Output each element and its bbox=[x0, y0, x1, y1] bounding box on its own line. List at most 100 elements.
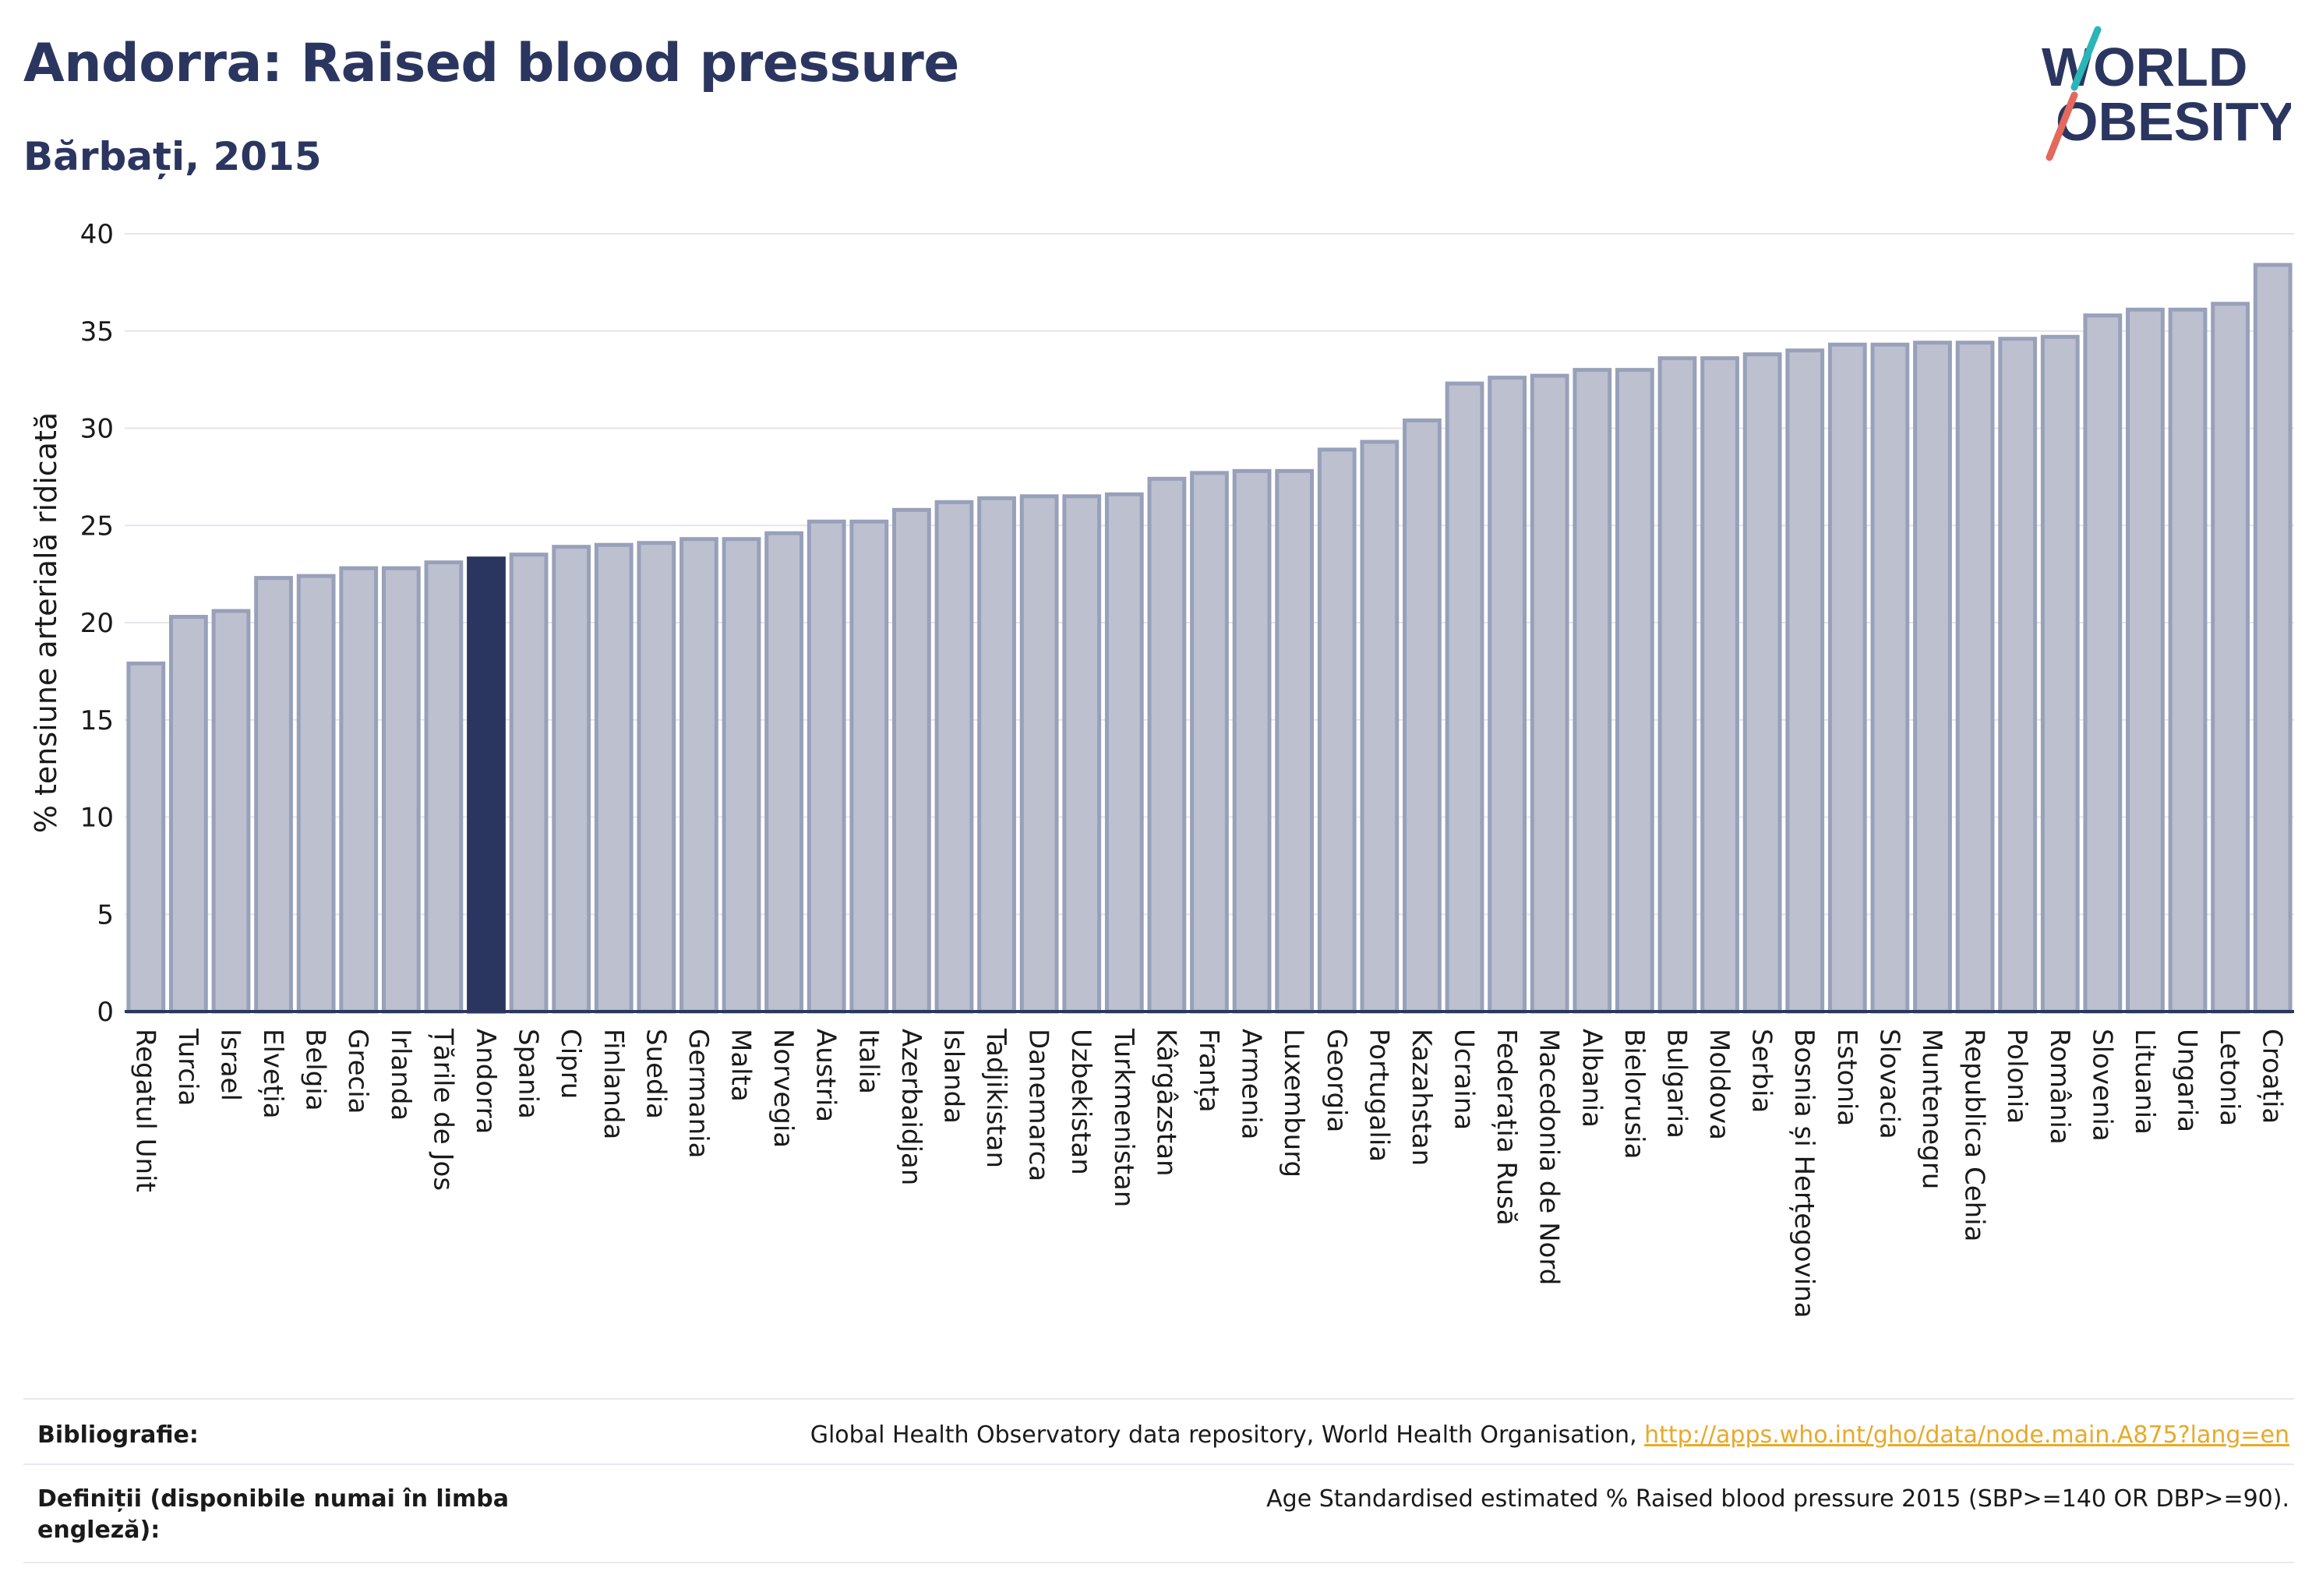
x-category-label: Kârgâzstan bbox=[1150, 1029, 1181, 1177]
x-category-label: Slovacia bbox=[1873, 1029, 1904, 1139]
bar bbox=[1403, 418, 1442, 1014]
world-obesity-logo: WORLD OBESITY bbox=[2042, 26, 2291, 161]
bar bbox=[892, 507, 931, 1014]
x-category-label: Bosnia și Herțegovina bbox=[1788, 1029, 1820, 1319]
x-category-label: Letonia bbox=[2214, 1029, 2245, 1126]
x-category-label: Irlanda bbox=[385, 1029, 416, 1121]
x-category-label: Israel bbox=[214, 1029, 245, 1101]
x-category-label: Moldova bbox=[1703, 1029, 1735, 1140]
x-category-label: Tadjikistan bbox=[980, 1028, 1011, 1168]
x-category-label: Austria bbox=[810, 1029, 842, 1122]
bar bbox=[2083, 313, 2123, 1014]
bar bbox=[807, 519, 846, 1014]
bar bbox=[339, 566, 379, 1014]
bar bbox=[1657, 356, 1697, 1014]
bar bbox=[1700, 356, 1739, 1014]
y-tick-label: 5 bbox=[97, 899, 114, 930]
x-category-label: Republica Cehia bbox=[1959, 1029, 1990, 1241]
chart-subtitle: Bărbați, 2015 bbox=[23, 134, 322, 179]
x-category-label: Grecia bbox=[342, 1029, 373, 1114]
bar bbox=[764, 531, 803, 1014]
y-tick-label: 0 bbox=[97, 997, 114, 1028]
chart-title: Andorra: Raised blood pressure bbox=[23, 33, 959, 94]
x-category-label: Turcia bbox=[172, 1028, 203, 1106]
x-category-label: Federația Rusă bbox=[1491, 1029, 1522, 1226]
bar bbox=[934, 500, 974, 1014]
bar bbox=[254, 576, 293, 1014]
bar bbox=[509, 553, 549, 1014]
x-category-label: Polonia bbox=[2001, 1029, 2032, 1124]
x-category-label: Spania bbox=[513, 1029, 544, 1119]
x-category-label: Țările de Jos bbox=[427, 1028, 458, 1191]
y-tick-label: 20 bbox=[80, 608, 114, 639]
y-tick-labels: 0 5 10 15 20 25 30 35 40 bbox=[80, 219, 114, 1028]
bar bbox=[2040, 334, 2080, 1014]
bar bbox=[2211, 302, 2250, 1014]
x-category-label: Estonia bbox=[1831, 1029, 1862, 1126]
bar bbox=[1232, 468, 1272, 1014]
logo-slash-teal bbox=[2070, 26, 2102, 91]
bar bbox=[1019, 494, 1059, 1014]
y-axis-title: % tensiune arterială ridicată bbox=[29, 412, 63, 833]
x-category-label: Slovenia bbox=[2086, 1029, 2117, 1142]
bar bbox=[1827, 342, 1867, 1014]
bar bbox=[1870, 342, 1910, 1014]
bar bbox=[977, 496, 1016, 1014]
bar bbox=[1445, 381, 1484, 1014]
x-category-label: Italia bbox=[852, 1029, 884, 1094]
x-category-label: Islanda bbox=[937, 1029, 969, 1124]
x-category-label: Uzbekistan bbox=[1065, 1029, 1096, 1175]
bar bbox=[1190, 471, 1229, 1014]
x-category-label: Danemarca bbox=[1023, 1029, 1054, 1181]
y-tick-label: 35 bbox=[80, 316, 114, 348]
logo-line2: OBESITY bbox=[2056, 91, 2291, 152]
bibliography-value: Global Health Observatory data repositor… bbox=[810, 1420, 2289, 1451]
bar bbox=[1573, 368, 1612, 1014]
x-category-label: Ucraina bbox=[1449, 1029, 1480, 1130]
bar bbox=[1317, 447, 1357, 1014]
bar bbox=[2168, 307, 2208, 1014]
bar bbox=[1488, 376, 1527, 1014]
x-category-label: Armenia bbox=[1236, 1029, 1267, 1140]
x-category-label: Finlanda bbox=[598, 1029, 629, 1139]
bar bbox=[1530, 373, 1569, 1014]
definitions-value: Age Standardised estimated % Raised bloo… bbox=[1266, 1485, 2289, 1513]
x-category-label: Germania bbox=[683, 1029, 714, 1158]
bar bbox=[552, 545, 591, 1014]
bar bbox=[679, 537, 718, 1014]
bar bbox=[1615, 368, 1654, 1014]
bar bbox=[211, 609, 251, 1014]
x-category-label: Georgia bbox=[1321, 1029, 1352, 1132]
bar bbox=[1913, 341, 1952, 1014]
x-category-labels: Regatul Unit Turcia Israel Elveția Belgia Gre… bbox=[129, 1028, 2287, 1319]
bar bbox=[1147, 476, 1187, 1014]
x-category-label: Lituania bbox=[2129, 1029, 2160, 1135]
bar bbox=[1742, 352, 1782, 1014]
bar bbox=[424, 560, 464, 1014]
x-category-label: Muntenegru bbox=[1916, 1029, 1947, 1189]
bar bbox=[169, 615, 208, 1014]
x-category-label: Turkmenistan bbox=[1108, 1028, 1139, 1207]
bar bbox=[1360, 440, 1400, 1014]
bar bbox=[1062, 494, 1102, 1014]
x-category-label: Regatul Unit bbox=[129, 1029, 161, 1192]
bibliography-row: Bibliografie: Global Health Observatory … bbox=[23, 1398, 2294, 1464]
bar-highlight bbox=[467, 556, 506, 1014]
y-tick-label: 40 bbox=[80, 219, 114, 250]
x-category-label: Portugalia bbox=[1363, 1029, 1394, 1162]
x-category-label: Ungaria bbox=[2172, 1029, 2203, 1132]
bibliography-text: Global Health Observatory data repositor… bbox=[810, 1421, 1645, 1449]
y-tick-label: 10 bbox=[80, 803, 114, 834]
x-category-label: Luxemburg bbox=[1278, 1029, 1309, 1178]
bar bbox=[1955, 341, 1995, 1014]
bar bbox=[637, 541, 676, 1014]
bar bbox=[126, 661, 166, 1014]
x-category-label: Franța bbox=[1193, 1029, 1224, 1113]
definitions-row: Definiții (disponibile numai în limba en… bbox=[23, 1464, 2294, 1563]
x-category-label: Malta bbox=[725, 1029, 757, 1102]
x-category-label: Belgia bbox=[300, 1029, 331, 1111]
x-category-label: Norvegia bbox=[768, 1029, 799, 1148]
x-category-label: Cipru bbox=[555, 1029, 586, 1099]
x-category-label: Kazahstan bbox=[1406, 1029, 1437, 1166]
bibliography-link[interactable]: http://apps.who.int/gho/data/node.main.A… bbox=[1644, 1421, 2289, 1449]
